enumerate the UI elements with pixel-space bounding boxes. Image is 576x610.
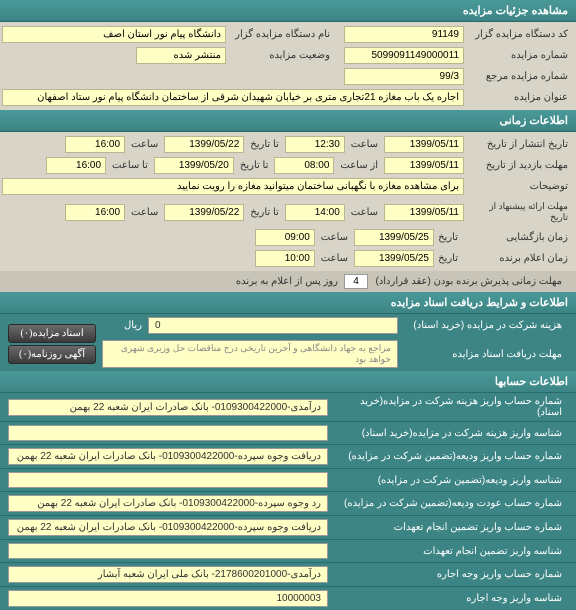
time-label-1b: ساعت bbox=[125, 137, 164, 152]
account-value bbox=[8, 472, 328, 488]
name-value: دانشگاه پیام نور استان اصف bbox=[2, 26, 226, 43]
auction-no-value: 5099091149000011 bbox=[344, 47, 464, 64]
visit-label: مهلت بازدید از تاریخ bbox=[464, 158, 574, 173]
code-label: کد دستگاه مزایده گزار bbox=[464, 27, 574, 42]
to-time-label: تا ساعت bbox=[106, 158, 154, 173]
cost-value: 0 bbox=[148, 317, 398, 334]
code-value: 91149 bbox=[344, 26, 464, 43]
publish-label: تاریخ انتشار از تاریخ bbox=[464, 137, 574, 152]
title-label: عنوان مزایده bbox=[464, 90, 574, 105]
account-value: درآمدی-0109300422000- بانک صادرات ایران … bbox=[8, 399, 328, 416]
account-label: شناسه واریز ودیعه(تضمین شرکت در مزایده) bbox=[328, 475, 568, 486]
from-time-label: از ساعت bbox=[334, 158, 384, 173]
winner-accept-value: 4 bbox=[344, 274, 368, 289]
name-label: نام دستگاه مزایده گزار bbox=[226, 27, 336, 42]
account-label: شماره حساب عودت ودیعه(تضمین شرکت در مزای… bbox=[328, 498, 568, 509]
account-row: شناسه واریز ودیعه(تضمین شرکت در مزایده) bbox=[0, 468, 576, 491]
account-row: شماره حساب واریز هزینه شرکت در مزایده(خر… bbox=[0, 393, 576, 421]
account-row: شناسه واریز تضمین انجام تعهدات bbox=[0, 539, 576, 562]
section-header-docs: اطلاعات و شرایط دریافت اسناد مزایده bbox=[0, 292, 576, 314]
offer-to: 1399/05/22 bbox=[164, 204, 244, 221]
account-label: شماره حساب واریز هزینه شرکت در مزایده(خر… bbox=[328, 396, 568, 418]
title-value: اجاره یک باب مغازه 21تجاری متری بر خیابا… bbox=[2, 89, 464, 106]
time-label-4: ساعت bbox=[315, 230, 354, 245]
notes-value: برای مشاهده مغازه با نگهبانی ساختمان میت… bbox=[2, 178, 464, 195]
time-label-3b: ساعت bbox=[125, 205, 164, 220]
time-label-5: ساعت bbox=[315, 251, 354, 266]
section-header-accounts: اطلاعات حسابها bbox=[0, 371, 576, 393]
account-row: شماره حساب واریز وجه اجارهدرآمدی-2178600… bbox=[0, 562, 576, 586]
to-date-label-1: تا تاریخ bbox=[244, 137, 285, 152]
open-time: 09:00 bbox=[255, 229, 315, 246]
account-label: شماره حساب واریز تضمین انجام تعهدات bbox=[328, 522, 568, 533]
account-label: شماره حساب واریز ودیعه(تضمین شرکت در مزا… bbox=[328, 451, 568, 462]
account-value: رد وجوه سپرده-0109300422000- بانک صادرات… bbox=[8, 495, 328, 512]
announce-label: زمان اعلام برنده bbox=[464, 251, 574, 266]
publish-from: 1399/05/11 bbox=[384, 136, 464, 153]
account-value bbox=[8, 425, 328, 441]
newspaper-button[interactable]: آگهی روزنامه(۰) bbox=[8, 345, 96, 364]
account-value: 10000003 bbox=[8, 590, 328, 607]
account-row: شناسه واریز وجه اجاره10000003 bbox=[0, 586, 576, 610]
status-label: وضعیت مزایده bbox=[226, 48, 336, 63]
account-value: درآمدی-2178600201000- بانک ملی ایران شعب… bbox=[8, 566, 328, 583]
account-label: شناسه واریز هزینه شرکت در مزایده(خرید اس… bbox=[328, 428, 568, 439]
cost-label: هزینه شرکت در مزایده (خرید اسناد) bbox=[398, 320, 568, 331]
auction-no-label: شماره مزایده bbox=[464, 48, 574, 63]
deadline-value: مراجع به جهاد دانشگاهی و آخرین تاریخی در… bbox=[102, 340, 398, 368]
visit-to: 1399/05/20 bbox=[154, 157, 234, 174]
offer-time: 14:00 bbox=[285, 204, 345, 221]
section-header-timing: اطلاعات زمانی bbox=[0, 110, 576, 132]
ref-no-label: شماره مزایده مرجع bbox=[464, 69, 574, 84]
to-date-label-2: تا تاریخ bbox=[234, 158, 275, 173]
offer-from: 1399/05/11 bbox=[384, 204, 464, 221]
notes-label: توضیحات bbox=[464, 179, 574, 194]
account-label: شماره حساب واریز وجه اجاره bbox=[328, 569, 568, 580]
section-body-timing: تاریخ انتشار از تاریخ 1399/05/11 ساعت 12… bbox=[0, 132, 576, 271]
winner-accept-suffix: روز پس از اعلام به برنده bbox=[230, 274, 344, 289]
visit-to-time: 16:00 bbox=[46, 157, 106, 174]
section-body-accounts: شماره حساب واریز هزینه شرکت در مزایده(خر… bbox=[0, 393, 576, 610]
publish-to-time: 16:00 bbox=[65, 136, 125, 153]
account-label: شناسه واریز وجه اجاره bbox=[328, 593, 568, 604]
account-value: دریافت وجوه سپرده-0109300422000- بانک صا… bbox=[8, 448, 328, 465]
announce-date-lbl: تاریخ bbox=[434, 251, 464, 266]
offer-label: مهلت ارائه پیشنهاد از تاریخ bbox=[464, 199, 574, 225]
account-value bbox=[8, 543, 328, 559]
account-row: شماره حساب عودت ودیعه(تضمین شرکت در مزای… bbox=[0, 491, 576, 515]
winner-accept-label: مهلت زمانی پذیرش برنده بودن (عقد قرارداد… bbox=[368, 274, 568, 289]
account-row: شماره حساب واریز ودیعه(تضمین شرکت در مزا… bbox=[0, 444, 576, 468]
account-row: شناسه واریز هزینه شرکت در مزایده(خرید اس… bbox=[0, 421, 576, 444]
deadline-label: مهلت دریافت اسناد مزایده bbox=[398, 349, 568, 360]
open-label: زمان بازگشایی bbox=[464, 230, 574, 245]
visit-from: 1399/05/11 bbox=[384, 157, 464, 174]
publish-time: 12:30 bbox=[285, 136, 345, 153]
time-label-3: ساعت bbox=[345, 205, 384, 220]
section-body-details: کد دستگاه مزایده گزار 91149 نام دستگاه م… bbox=[0, 22, 576, 110]
currency-label: ریال bbox=[118, 320, 148, 331]
section-header-details: مشاهده جزئیات مزایده bbox=[0, 0, 576, 22]
time-label-1: ساعت bbox=[345, 137, 384, 152]
publish-to: 1399/05/22 bbox=[164, 136, 244, 153]
announce-date: 1399/05/25 bbox=[354, 250, 434, 267]
account-label: شناسه واریز تضمین انجام تعهدات bbox=[328, 546, 568, 557]
open-date: 1399/05/25 bbox=[354, 229, 434, 246]
account-row: شماره حساب واریز تضمین انجام تعهداتدریاف… bbox=[0, 515, 576, 539]
account-value: دریافت وجوه سپرده-0109300422000- بانک صا… bbox=[8, 519, 328, 536]
visit-from-time: 08:00 bbox=[274, 157, 334, 174]
offer-to-time: 16:00 bbox=[65, 204, 125, 221]
deadline-row: مهلت دریافت اسناد مزایده مراجع به جهاد د… bbox=[0, 337, 576, 371]
announce-time: 10:00 bbox=[255, 250, 315, 267]
to-date-label-3: تا تاریخ bbox=[244, 205, 285, 220]
winner-accept-strip: مهلت زمانی پذیرش برنده بودن (عقد قرارداد… bbox=[0, 271, 576, 292]
ref-no-value: 99/3 bbox=[344, 68, 464, 85]
open-date-lbl: تاریخ bbox=[434, 230, 464, 245]
docs-button[interactable]: اسناد مزایده(۰) bbox=[8, 324, 96, 343]
status-value: منتشر شده bbox=[136, 47, 226, 64]
